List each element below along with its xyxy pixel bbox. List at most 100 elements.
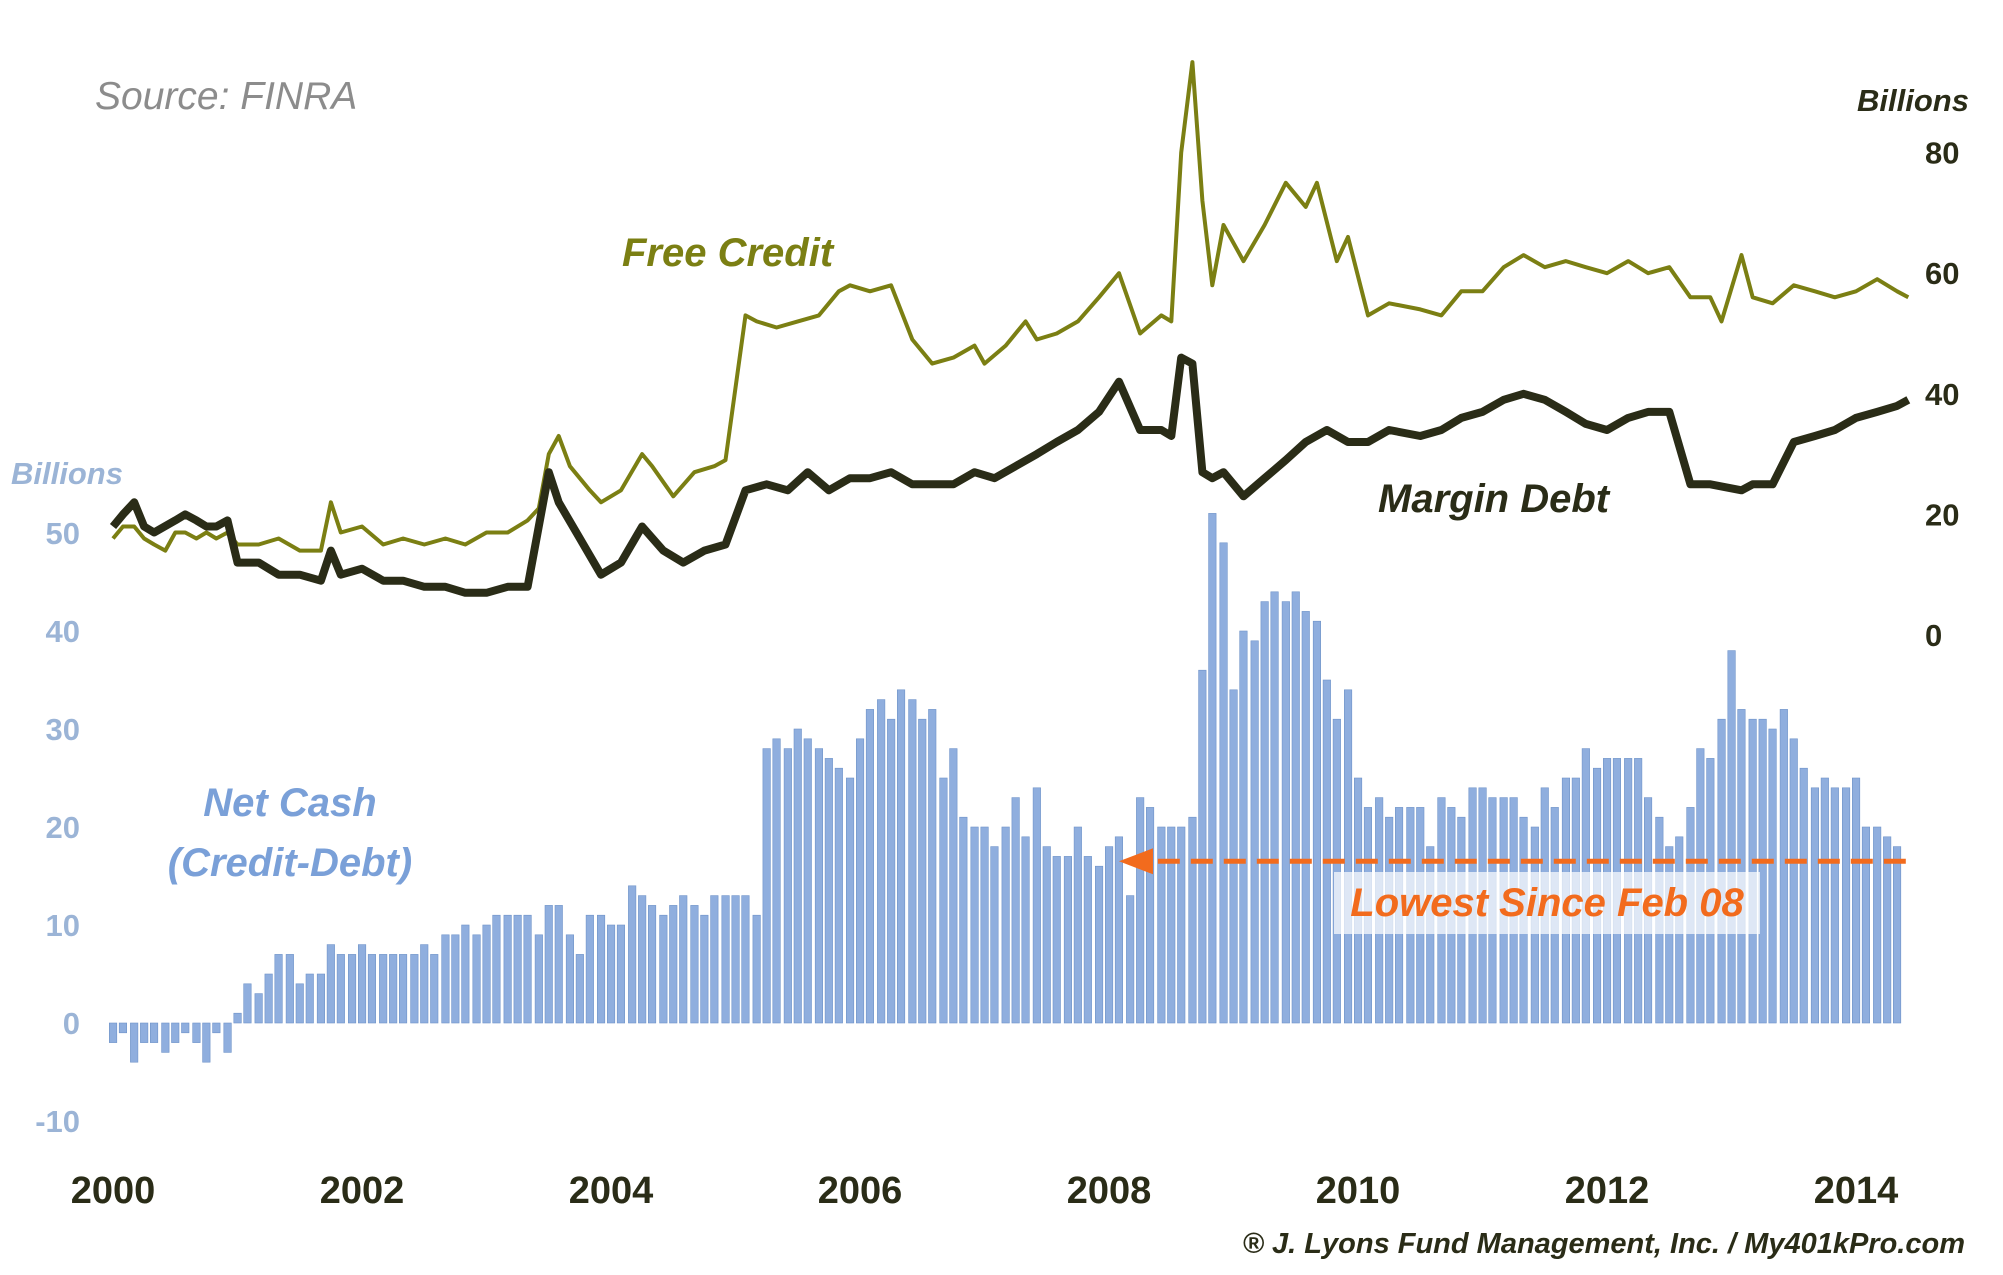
net-cash-bar bbox=[679, 895, 688, 1024]
net-cash-bar bbox=[379, 954, 388, 1024]
net-cash-bar bbox=[596, 914, 606, 1024]
net-cash-bar bbox=[783, 748, 792, 1024]
net-cash-bar bbox=[1717, 718, 1726, 1024]
net-cash-bar bbox=[357, 944, 367, 1024]
net-cash-bar bbox=[1748, 718, 1757, 1024]
net-cash-bar bbox=[1830, 787, 1839, 1024]
x-axis-ticks: 2000 2002 2004 2006 2008 2010 2012 2014 bbox=[71, 1170, 1899, 1212]
net-cash-bar bbox=[233, 1012, 242, 1024]
net-cash-bar bbox=[1789, 738, 1798, 1024]
net-cash-bar bbox=[700, 914, 709, 1024]
net-cash-bar bbox=[918, 718, 927, 1024]
net-cash-label: Net Cash bbox=[203, 781, 376, 825]
net-cash-bar bbox=[990, 846, 999, 1024]
net-cash-bar bbox=[389, 954, 398, 1024]
net-cash-bar bbox=[1260, 601, 1269, 1024]
net-cash-bar bbox=[865, 709, 875, 1024]
right-axis-ticks: 80 60 40 20 0 bbox=[1925, 136, 1959, 653]
x-tick-label: 2006 bbox=[818, 1170, 903, 1212]
net-cash-bar bbox=[887, 718, 896, 1024]
net-cash-bar bbox=[1426, 846, 1435, 1024]
net-cash-bar bbox=[410, 954, 419, 1024]
right-tick-label: 40 bbox=[1925, 377, 1959, 412]
net-cash-bar bbox=[928, 709, 937, 1024]
net-cash-bar bbox=[1768, 728, 1777, 1024]
x-tick-label: 2014 bbox=[1814, 1170, 1899, 1212]
x-tick-label: 2010 bbox=[1316, 1170, 1401, 1212]
net-cash-bar bbox=[482, 924, 491, 1024]
net-cash-bar bbox=[140, 1022, 149, 1043]
net-cash-bar bbox=[1779, 709, 1788, 1024]
net-cash-bar bbox=[690, 905, 699, 1024]
net-cash-bar bbox=[192, 1022, 201, 1043]
net-cash-bar bbox=[1167, 826, 1176, 1024]
net-cash-bar bbox=[1861, 826, 1870, 1024]
net-cash-bar bbox=[544, 905, 553, 1024]
net-cash-bar bbox=[1758, 718, 1767, 1024]
net-cash-bar bbox=[1665, 846, 1674, 1024]
right-tick-label: 60 bbox=[1925, 256, 1959, 291]
net-cash-bar bbox=[939, 777, 948, 1024]
net-cash-bar bbox=[492, 914, 501, 1024]
net-cash-bar bbox=[451, 934, 460, 1024]
left-tick-label: -10 bbox=[35, 1104, 80, 1139]
margin-debt-line bbox=[109, 353, 1911, 597]
net-cash-bar bbox=[461, 924, 470, 1024]
net-cash-bar bbox=[316, 973, 326, 1024]
left-tick-label: 20 bbox=[46, 810, 80, 845]
net-cash-bar bbox=[254, 993, 263, 1024]
left-axis-unit: Billions bbox=[11, 456, 123, 491]
net-cash-bar bbox=[398, 954, 408, 1024]
right-tick-label: 0 bbox=[1925, 618, 1942, 653]
net-cash-bar bbox=[845, 777, 855, 1024]
net-cash-bar bbox=[1198, 669, 1207, 1024]
net-cash-bar bbox=[710, 895, 719, 1024]
net-cash-bar bbox=[523, 914, 532, 1024]
net-cash-bar bbox=[150, 1022, 159, 1043]
net-cash-bar bbox=[803, 738, 812, 1024]
x-tick-label: 2008 bbox=[1067, 1170, 1152, 1212]
net-cash-bar bbox=[223, 1022, 232, 1053]
x-tick-label: 2004 bbox=[569, 1170, 654, 1212]
net-cash-bar bbox=[513, 914, 522, 1024]
net-cash-bar bbox=[565, 934, 575, 1024]
net-cash-bar bbox=[1157, 826, 1166, 1024]
net-cash-bar bbox=[1893, 846, 1902, 1024]
annotation-arrowhead bbox=[1118, 848, 1153, 875]
net-cash-bar bbox=[130, 1022, 139, 1063]
net-cash-bar bbox=[1250, 640, 1259, 1024]
lowest-annotation: Lowest Since Feb 08 bbox=[1118, 848, 1906, 934]
net-cash-bar bbox=[855, 738, 865, 1024]
net-cash-bar bbox=[834, 767, 843, 1024]
net-cash-bar bbox=[575, 954, 584, 1024]
margin-debt-label: Margin Debt bbox=[1378, 477, 1611, 521]
net-cash-bar bbox=[814, 748, 824, 1024]
net-cash-bar bbox=[1301, 611, 1310, 1024]
net-cash-bar bbox=[721, 895, 730, 1024]
net-cash-bar bbox=[741, 895, 750, 1024]
net-cash-bar bbox=[1239, 630, 1248, 1024]
net-cash-bar bbox=[1852, 777, 1861, 1024]
net-cash-bar bbox=[1001, 826, 1010, 1024]
net-cash-bar bbox=[793, 728, 802, 1024]
x-tick-label: 2012 bbox=[1565, 1170, 1650, 1212]
net-cash-bar bbox=[1208, 513, 1217, 1024]
net-cash-bar bbox=[970, 826, 979, 1024]
left-tick-label: 0 bbox=[63, 1006, 80, 1041]
net-cash-bar bbox=[1032, 787, 1041, 1024]
net-cash-bar bbox=[347, 954, 357, 1024]
net-cash-bar bbox=[441, 934, 450, 1024]
net-cash-bar bbox=[1842, 787, 1851, 1024]
net-cash-bar bbox=[959, 816, 968, 1024]
net-cash-bars bbox=[109, 513, 1902, 1063]
net-cash-bar bbox=[1883, 836, 1892, 1024]
net-cash-bar bbox=[1312, 620, 1321, 1024]
x-tick-label: 2002 bbox=[320, 1170, 405, 1212]
net-cash-bar bbox=[762, 748, 771, 1024]
net-cash-bar bbox=[647, 905, 657, 1024]
net-cash-bar bbox=[896, 689, 906, 1024]
x-tick-label: 2000 bbox=[71, 1170, 156, 1212]
net-cash-bar bbox=[1114, 836, 1123, 1024]
net-cash-bar bbox=[212, 1022, 221, 1034]
left-tick-label: 10 bbox=[46, 908, 80, 943]
